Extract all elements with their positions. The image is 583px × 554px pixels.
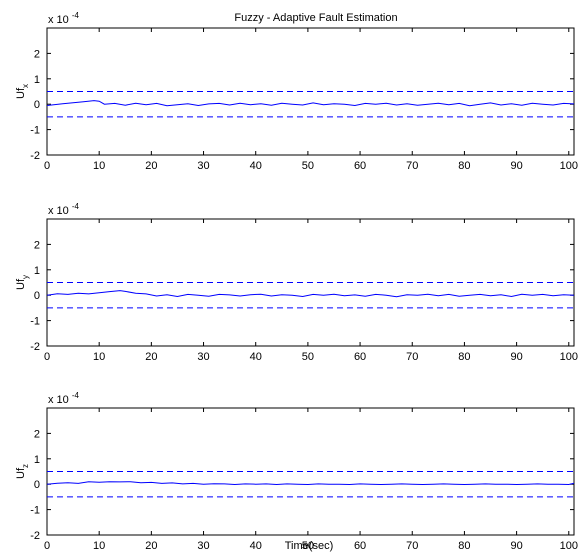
x-tick-label: 20 (145, 160, 157, 172)
x-tick-label: 80 (458, 160, 470, 172)
subplot-2: 0 10 20 30 40 50 60 70 80 90 100 -2 -1 0 1 2 x 10 -4 Ufy (15, 202, 578, 363)
x-tick-label: 90 (510, 540, 522, 552)
scale-exponent-label: x 10 -4 (48, 391, 80, 406)
x-tick-label: 70 (406, 351, 418, 363)
x-tick-label: 40 (250, 160, 262, 172)
x-tick-label: 30 (197, 160, 209, 172)
fault-estimate-line (47, 481, 574, 486)
fault-estimate-line (47, 100, 574, 107)
y-tick-label: -1 (30, 505, 40, 517)
x-tick-label: 60 (354, 160, 366, 172)
y-tick-label: 2 (34, 428, 40, 440)
y-tick-label: -2 (30, 150, 40, 162)
x-tick-label: 0 (44, 351, 50, 363)
y-tick-label: 1 (34, 454, 40, 466)
scale-exponent-label: x 10 -4 (48, 202, 80, 217)
x-tick-label: 10 (93, 351, 105, 363)
y-tick-label: -2 (30, 530, 40, 542)
y-axis-label: Ufy (15, 275, 30, 290)
subplot-3: 0 10 20 30 40 50 60 70 80 90 100 -2 -1 0 1 2 x 10 -4 Ufz (15, 391, 578, 552)
x-tick-label: 80 (458, 351, 470, 363)
x-tick-label: 0 (44, 540, 50, 552)
x-tick-label: 90 (510, 351, 522, 363)
x-tick-label: 80 (458, 540, 470, 552)
x-axis-label: Time(sec) (285, 540, 333, 552)
y-tick-label: 2 (34, 239, 40, 251)
y-tick-label: 1 (34, 74, 40, 86)
x-tick-label: 50 (302, 160, 314, 172)
x-tick-label: 70 (406, 540, 418, 552)
x-tick-label: 10 (93, 540, 105, 552)
x-tick-label: 70 (406, 160, 418, 172)
x-tick-label: 60 (354, 351, 366, 363)
y-tick-label: -2 (30, 341, 40, 353)
x-tick-label: 60 (354, 540, 366, 552)
fault-estimate-line (47, 290, 574, 298)
y-tick-label: 0 (34, 479, 40, 491)
x-tick-label: 50 (302, 540, 314, 552)
scale-exponent-label: x 10 -4 (48, 11, 80, 26)
x-tick-label: 100 (560, 351, 578, 363)
x-tick-label: 20 (145, 351, 157, 363)
x-tick-label: 100 (560, 160, 578, 172)
x-tick-label: 100 (560, 540, 578, 552)
subplot-1: 0 10 20 30 40 50 60 70 80 90 100 -2 -1 0 1 2 x 10 -4 Ufx (15, 11, 578, 172)
x-tick-label: 90 (510, 160, 522, 172)
x-tick-label: 50 (302, 351, 314, 363)
y-tick-label: -1 (30, 316, 40, 328)
x-tick-label: 20 (145, 540, 157, 552)
x-tick-label: 0 (44, 160, 50, 172)
y-tick-label: 2 (34, 48, 40, 60)
x-tick-label: 40 (250, 540, 262, 552)
y-tick-label: -1 (30, 125, 40, 137)
x-tick-label: 10 (93, 160, 105, 172)
y-axis-label: Ufz (15, 464, 30, 479)
x-tick-label: 30 (197, 351, 209, 363)
y-tick-label: 0 (34, 99, 40, 111)
y-axis-label: Ufx (15, 84, 30, 99)
figure-title: Fuzzy - Adaptive Fault Estimation (234, 12, 397, 24)
x-tick-label: 30 (197, 540, 209, 552)
y-tick-label: 1 (34, 265, 40, 277)
x-tick-label: 40 (250, 351, 262, 363)
y-tick-label: 0 (34, 290, 40, 302)
